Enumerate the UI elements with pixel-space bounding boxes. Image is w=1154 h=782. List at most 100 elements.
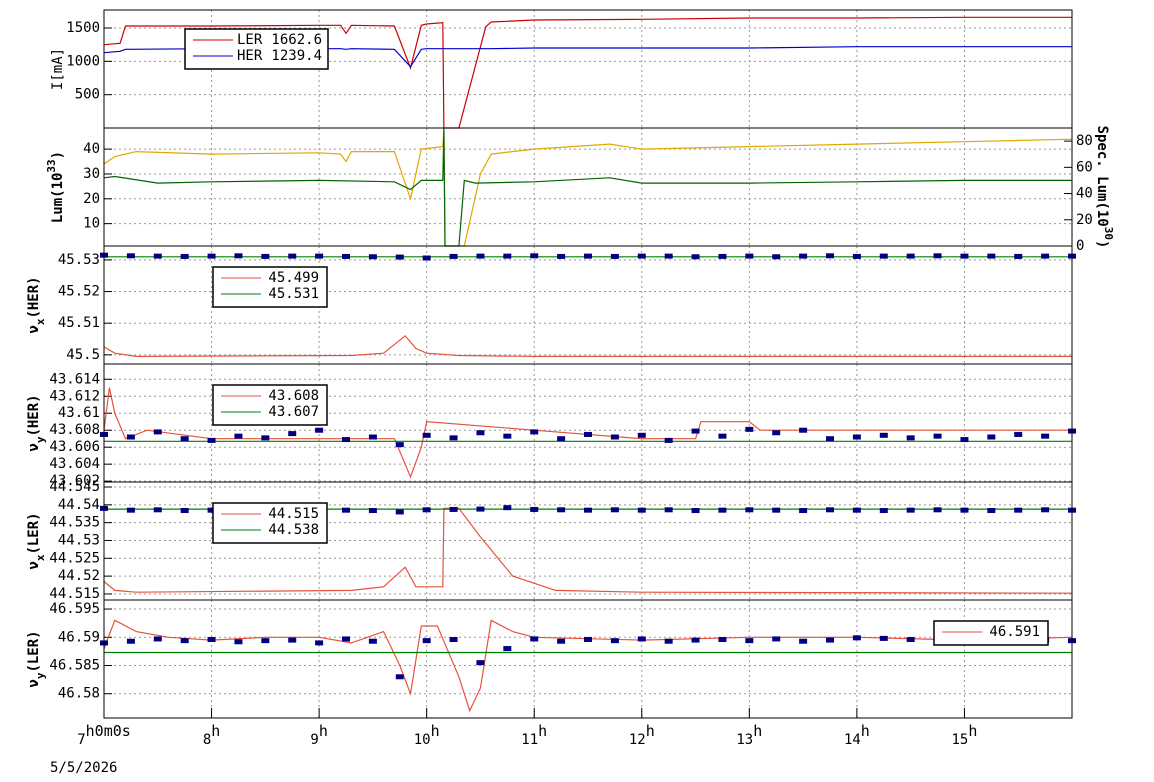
axis-label-rest: (HER)	[26, 276, 42, 318]
data-point	[879, 432, 888, 438]
x-tick-number: 15	[951, 732, 968, 748]
data-point	[530, 429, 539, 435]
data-point	[126, 638, 135, 644]
data-point	[691, 254, 700, 260]
data-point	[718, 637, 727, 643]
data-point	[826, 507, 834, 513]
legend-label: 45.499	[268, 270, 319, 286]
x-tick-label: 13h	[736, 722, 762, 749]
data-point	[503, 505, 512, 511]
axis-label-rest: (HER)	[26, 394, 42, 436]
axis-label-text: ν	[26, 443, 42, 451]
axis-label-rest: (LER)	[26, 630, 42, 672]
data-point	[987, 508, 996, 514]
data-point	[718, 433, 727, 439]
legend-box	[212, 266, 328, 308]
data-point	[449, 253, 458, 259]
data-point	[180, 253, 189, 259]
y-tick-label: 44.53	[58, 532, 100, 548]
data-point	[637, 253, 646, 259]
data-point	[126, 253, 135, 259]
data-point	[153, 253, 162, 259]
legend-label: 44.538	[268, 522, 319, 538]
y-tick-label: 500	[75, 87, 100, 103]
y-tick-label: 43.608	[49, 422, 100, 438]
data-point	[852, 434, 861, 440]
data-point	[288, 431, 297, 437]
data-point	[368, 638, 377, 644]
data-point	[584, 507, 592, 513]
legend-value: 1239.4	[271, 48, 322, 64]
x-axis-date: 5/5/2026	[50, 760, 117, 776]
data-point	[261, 435, 270, 441]
axis-label-text: ν	[26, 679, 42, 687]
x-tick-unit: h	[861, 722, 870, 740]
y2-tick-label: 60	[1076, 159, 1093, 175]
data-point	[584, 253, 592, 259]
legend-label: 46.591	[989, 624, 1040, 640]
data-point	[1041, 433, 1050, 439]
x-tick-label: 15h	[951, 722, 977, 749]
data-point	[987, 434, 996, 440]
data-point	[637, 432, 646, 438]
y-tick-label: 43.612	[49, 388, 100, 404]
data-point	[503, 433, 512, 439]
legend-label: 44.515	[268, 506, 319, 522]
legend-value: 1662.6	[271, 32, 322, 48]
data-point	[960, 437, 969, 443]
data-point	[126, 507, 135, 513]
data-point	[261, 253, 270, 259]
data-point	[987, 253, 996, 259]
y-tick-label: 43.61	[58, 405, 100, 421]
y-tick-label: 20	[83, 191, 100, 207]
data-point	[906, 253, 915, 259]
data-point	[745, 426, 754, 432]
y2-tick-label: 80	[1076, 133, 1093, 149]
data-point	[315, 253, 324, 259]
y2-tick-label: 20	[1076, 212, 1093, 228]
data-point	[530, 253, 539, 259]
x-tick-number: 10	[414, 732, 431, 748]
data-point	[288, 637, 297, 643]
data-point	[476, 430, 485, 436]
data-point	[153, 507, 162, 513]
x-tick-label: 14h	[844, 722, 870, 749]
axis-label: νy(LER)	[26, 630, 47, 687]
x-tick-number: 14	[844, 732, 861, 748]
y-tick-label: 43.614	[49, 371, 100, 387]
data-point	[799, 253, 808, 259]
data-point	[637, 636, 646, 642]
axis-label-sub: x	[34, 318, 47, 325]
data-point	[826, 637, 834, 643]
axis-label-sub: x	[34, 554, 47, 561]
data-point	[557, 638, 566, 644]
data-point	[745, 507, 754, 513]
x-tick-number: 12	[629, 732, 646, 748]
y-tick-label: 45.51	[58, 315, 100, 331]
axis-label: Spec. Lum(1030)	[1094, 126, 1116, 249]
data-point	[315, 640, 324, 646]
data-point	[584, 637, 592, 643]
legend-label: LER	[237, 32, 263, 48]
y-tick-label: 45.5	[66, 347, 100, 363]
x-tick-unit: h	[753, 722, 762, 740]
axis-label-text: Spec. Lum(10	[1094, 126, 1110, 227]
y-tick-label: 44.525	[49, 550, 100, 566]
data-point	[610, 638, 619, 644]
x-tick-number: 7	[77, 732, 85, 748]
legend-label: 43.607	[268, 404, 319, 420]
data-point	[1014, 431, 1023, 437]
data-point	[664, 253, 673, 259]
data-point	[557, 507, 566, 513]
data-point	[1041, 253, 1050, 259]
axis-label: Lum(1033)	[45, 151, 67, 223]
data-point	[664, 638, 673, 644]
data-point	[530, 636, 539, 642]
data-point	[610, 434, 619, 440]
data-point	[610, 507, 619, 513]
data-point	[153, 429, 162, 435]
data-point	[718, 253, 727, 259]
legend-label: 45.531	[268, 286, 319, 302]
data-point	[395, 442, 404, 448]
data-point	[933, 507, 942, 513]
